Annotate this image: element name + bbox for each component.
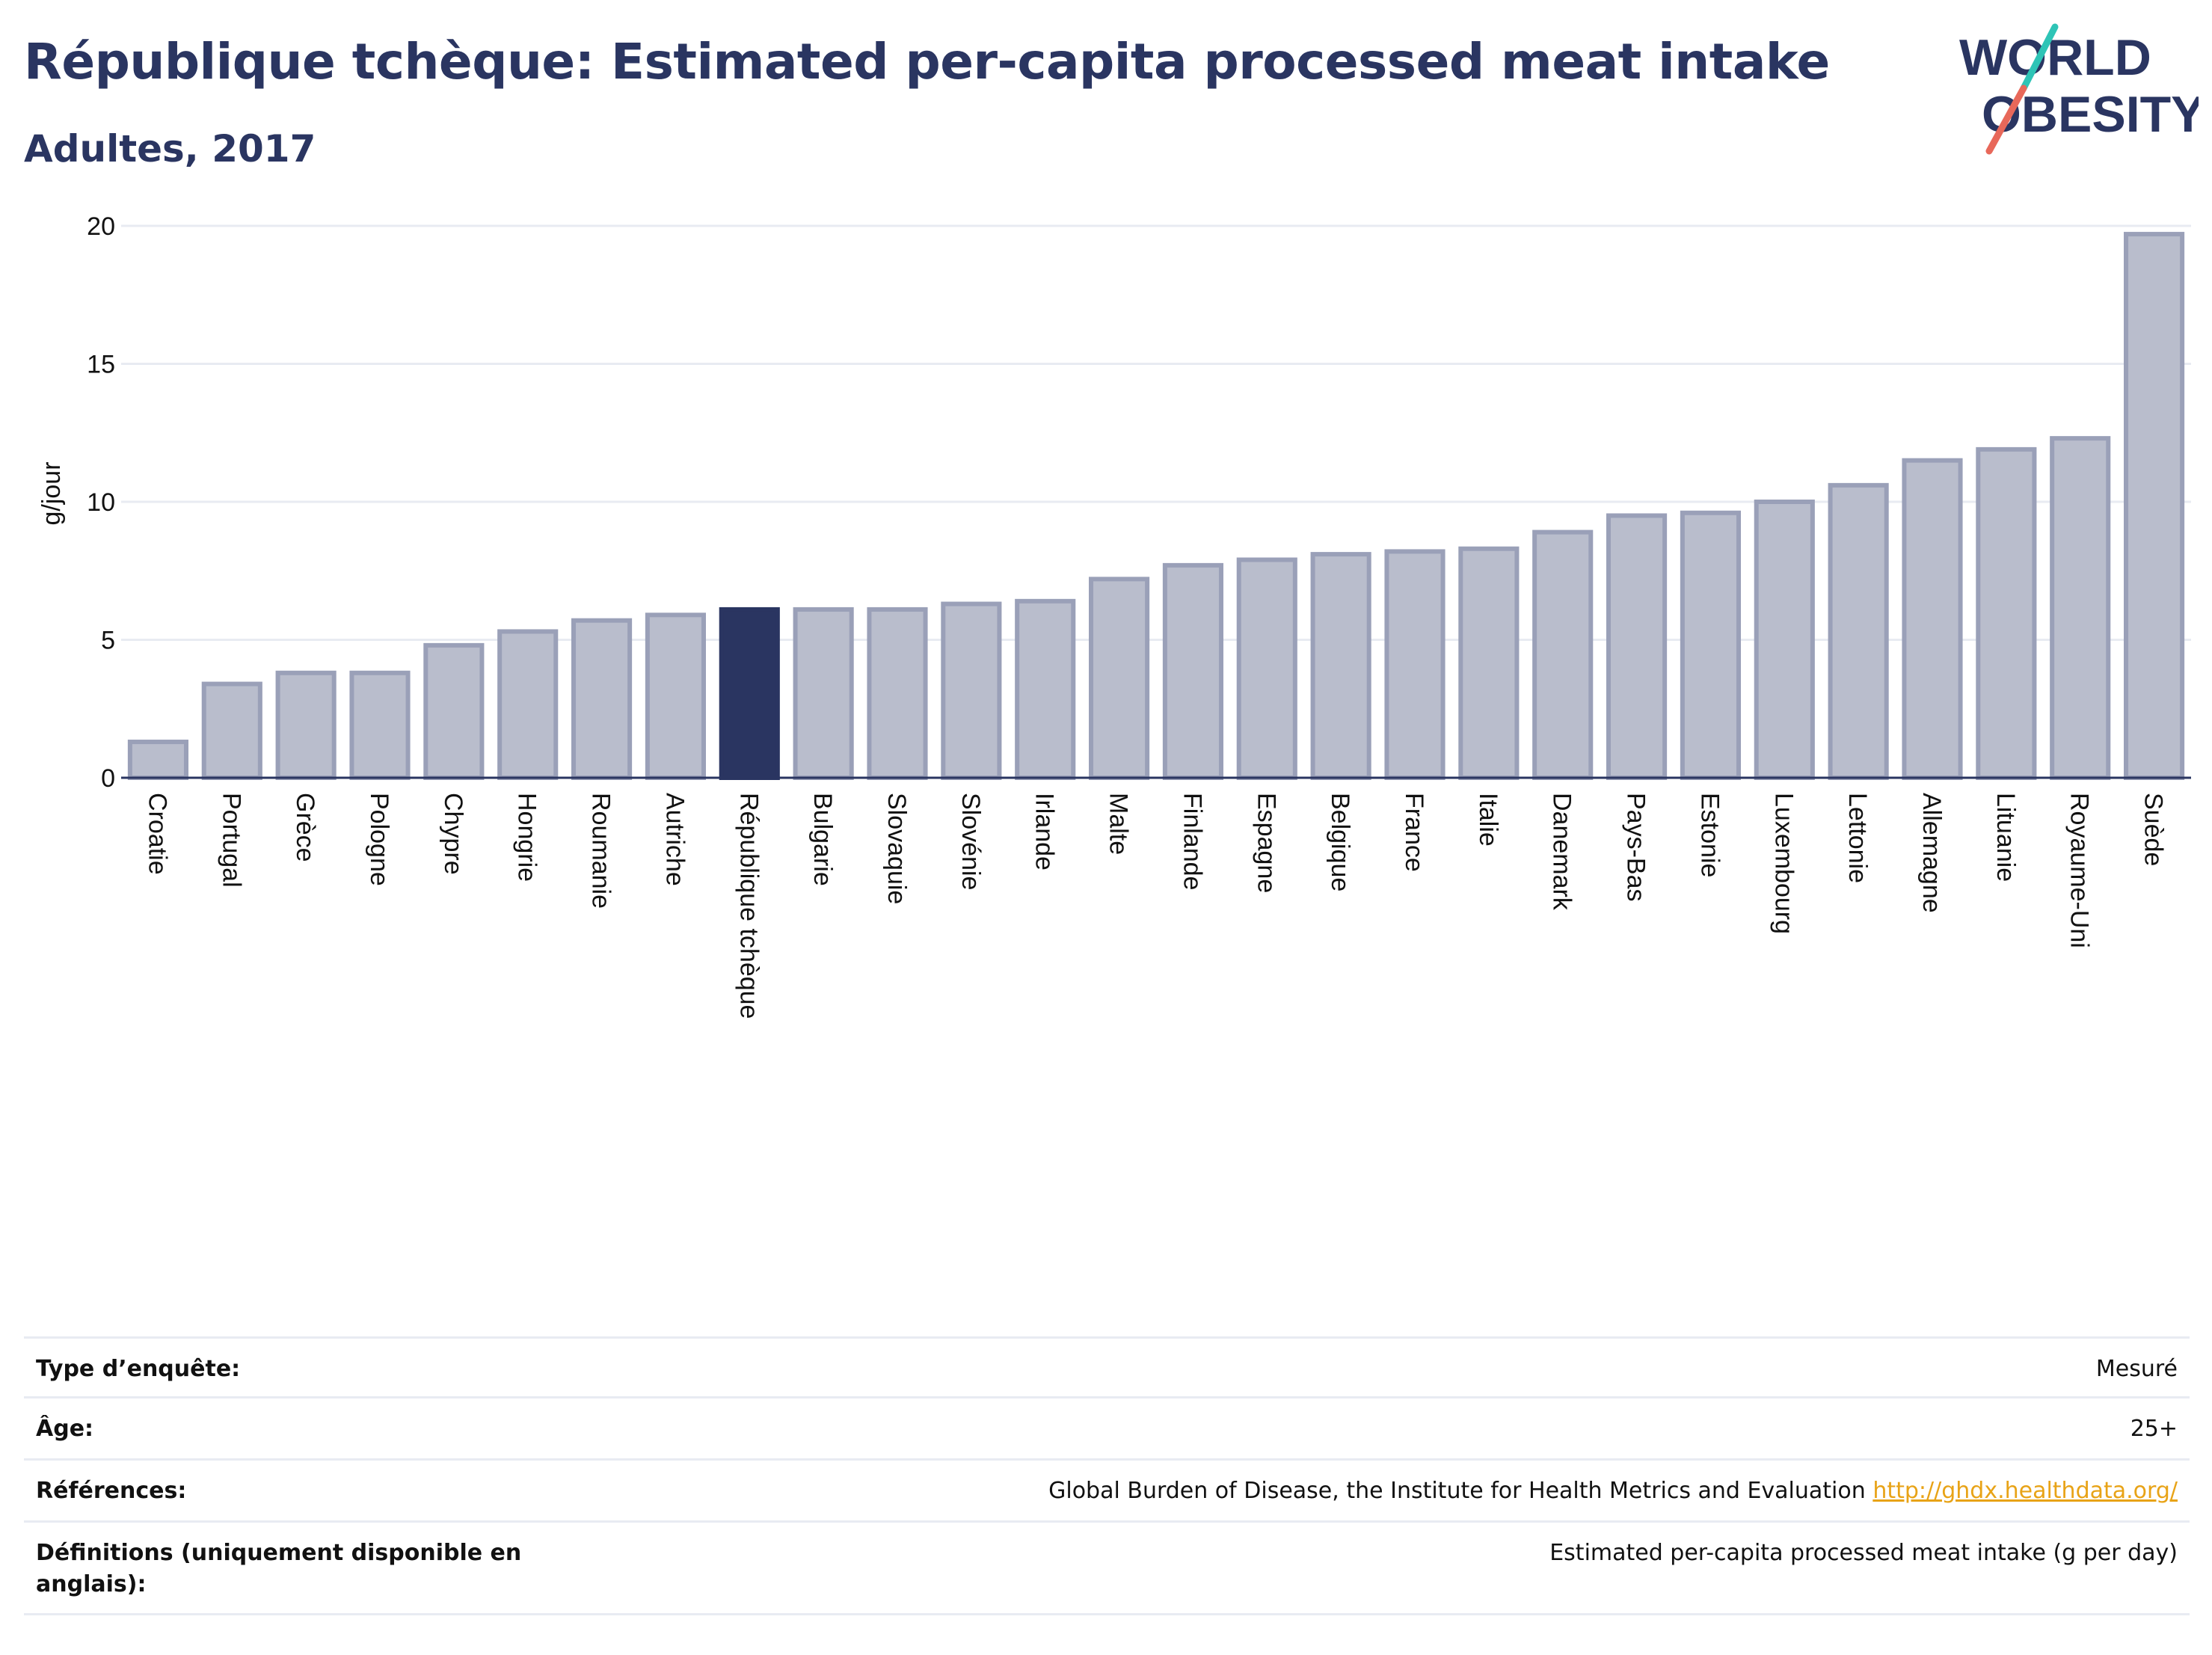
references-link[interactable]: http://ghdx.healthdata.org/ [1872, 1478, 2178, 1504]
bar-10 [867, 607, 928, 780]
x-tick-label: République tchèque [734, 793, 763, 1019]
info-row-definitions: Définitions (uniquement disponible en an… [24, 1523, 2190, 1615]
bar-18 [1458, 546, 1520, 780]
y-tick-label: 5 [101, 627, 115, 655]
x-tick-label: Autriche [660, 793, 689, 886]
bar-4 [423, 642, 485, 780]
bar-19 [1532, 529, 1594, 781]
x-tick-label: Espagne [1252, 793, 1280, 893]
bar-21 [1680, 510, 1741, 780]
bar-5 [497, 629, 559, 780]
bar-17 [1384, 549, 1446, 780]
references-label: Références: [36, 1478, 187, 1504]
bar-20 [1606, 513, 1668, 780]
info-row-age: Âge: 25+ [24, 1398, 2190, 1461]
bar-8 [719, 607, 780, 780]
x-tick-label: Pologne [365, 793, 393, 886]
bar-27 [2124, 232, 2185, 780]
age-label: Âge: [36, 1416, 94, 1442]
x-tick-label: Pays-Bas [1622, 793, 1650, 902]
y-tick-label: 0 [101, 764, 115, 793]
bar-15 [1236, 557, 1297, 780]
y-tick-label: 20 [87, 212, 115, 241]
bar-chart: g/jour 0 5 10 15 20 Croatie Portugal Grèce Polog… [37, 212, 2191, 1019]
x-tick-label: Lettonie [1843, 793, 1872, 883]
bar-9 [793, 607, 854, 780]
y-tick-label: 15 [87, 351, 115, 379]
bar-6 [571, 618, 633, 780]
survey-type-label: Type d’enquête: [36, 1356, 241, 1382]
x-tick-label: Italie [1474, 793, 1502, 847]
page-title: République tchèque: Estimated per-capita… [24, 33, 1830, 90]
world-obesity-logo: WORLD OBESITY [1959, 23, 2199, 155]
x-tick-label: Portugal [217, 793, 245, 888]
x-tick-label: Roumanie [587, 793, 615, 909]
bar-2 [275, 670, 337, 781]
bar-3 [349, 670, 411, 781]
definitions-value: Estimated per-capita processed meat inta… [1549, 1540, 2178, 1566]
bar-11 [941, 601, 1002, 781]
x-tick-label: Slovénie [956, 793, 985, 890]
bar-25 [1976, 446, 2037, 780]
references-value: Global Burden of Disease, the Institute … [1048, 1478, 1866, 1504]
x-tick-label: Allemagne [1917, 793, 1946, 913]
x-tick-label: Suède [2139, 793, 2168, 866]
x-tick-label: Estonie [1695, 793, 1724, 877]
x-tick-label: France [1400, 793, 1428, 872]
bar-16 [1310, 552, 1371, 780]
bar-13 [1089, 577, 1150, 780]
x-tick-label: Bulgarie [808, 793, 837, 886]
logo-slash-teal [2020, 23, 2059, 92]
x-tick-label: Grèce [291, 793, 319, 862]
bar-1 [201, 681, 262, 780]
info-table: Type d’enquête: Mesuré Âge: 25+ Référenc… [24, 1336, 2190, 1615]
bar-24 [1902, 458, 1963, 781]
x-tick-label: Luxembourg [1769, 793, 1798, 934]
x-tick-label: Malte [1105, 793, 1133, 855]
x-tick-label: Irlande [1030, 793, 1059, 871]
x-tick-label: Croatie [143, 793, 171, 875]
bar-22 [1754, 500, 1815, 780]
references-value-wrap: Global Burden of Disease, the Institute … [1048, 1476, 2178, 1507]
logo-slash-red [1985, 85, 2027, 155]
page-subtitle: Adultes, 2017 [24, 127, 316, 171]
definitions-label: Définitions (uniquement disponible en an… [36, 1540, 522, 1597]
x-tick-label: Chypre [439, 793, 467, 875]
y-axis-label: g/jour [37, 461, 66, 525]
bar-0 [127, 740, 188, 781]
bar-26 [2050, 436, 2111, 780]
x-tick-label: Lituanie [1991, 793, 2020, 882]
x-tick-label: Danemark [1548, 793, 1576, 911]
bar-23 [1828, 482, 1889, 780]
info-row-references: Références: Global Burden of Disease, th… [24, 1461, 2190, 1523]
x-tick-label: Hongrie [513, 793, 541, 882]
bar-7 [645, 612, 706, 780]
x-tick-label: Slovaquie [882, 793, 911, 904]
x-tick-label: Belgique [1326, 793, 1354, 891]
age-value: 25+ [2130, 1416, 2178, 1442]
logo-line1: WORLD [1959, 29, 2151, 86]
bar-12 [1015, 598, 1076, 781]
x-tick-label: Finlande [1178, 793, 1206, 890]
survey-type-value: Mesuré [2095, 1356, 2178, 1382]
x-tick-label: Royaume-Uni [2065, 793, 2094, 948]
bar-14 [1162, 562, 1223, 780]
y-tick-label: 10 [87, 488, 115, 517]
info-row-survey-type: Type d’enquête: Mesuré [24, 1336, 2190, 1398]
